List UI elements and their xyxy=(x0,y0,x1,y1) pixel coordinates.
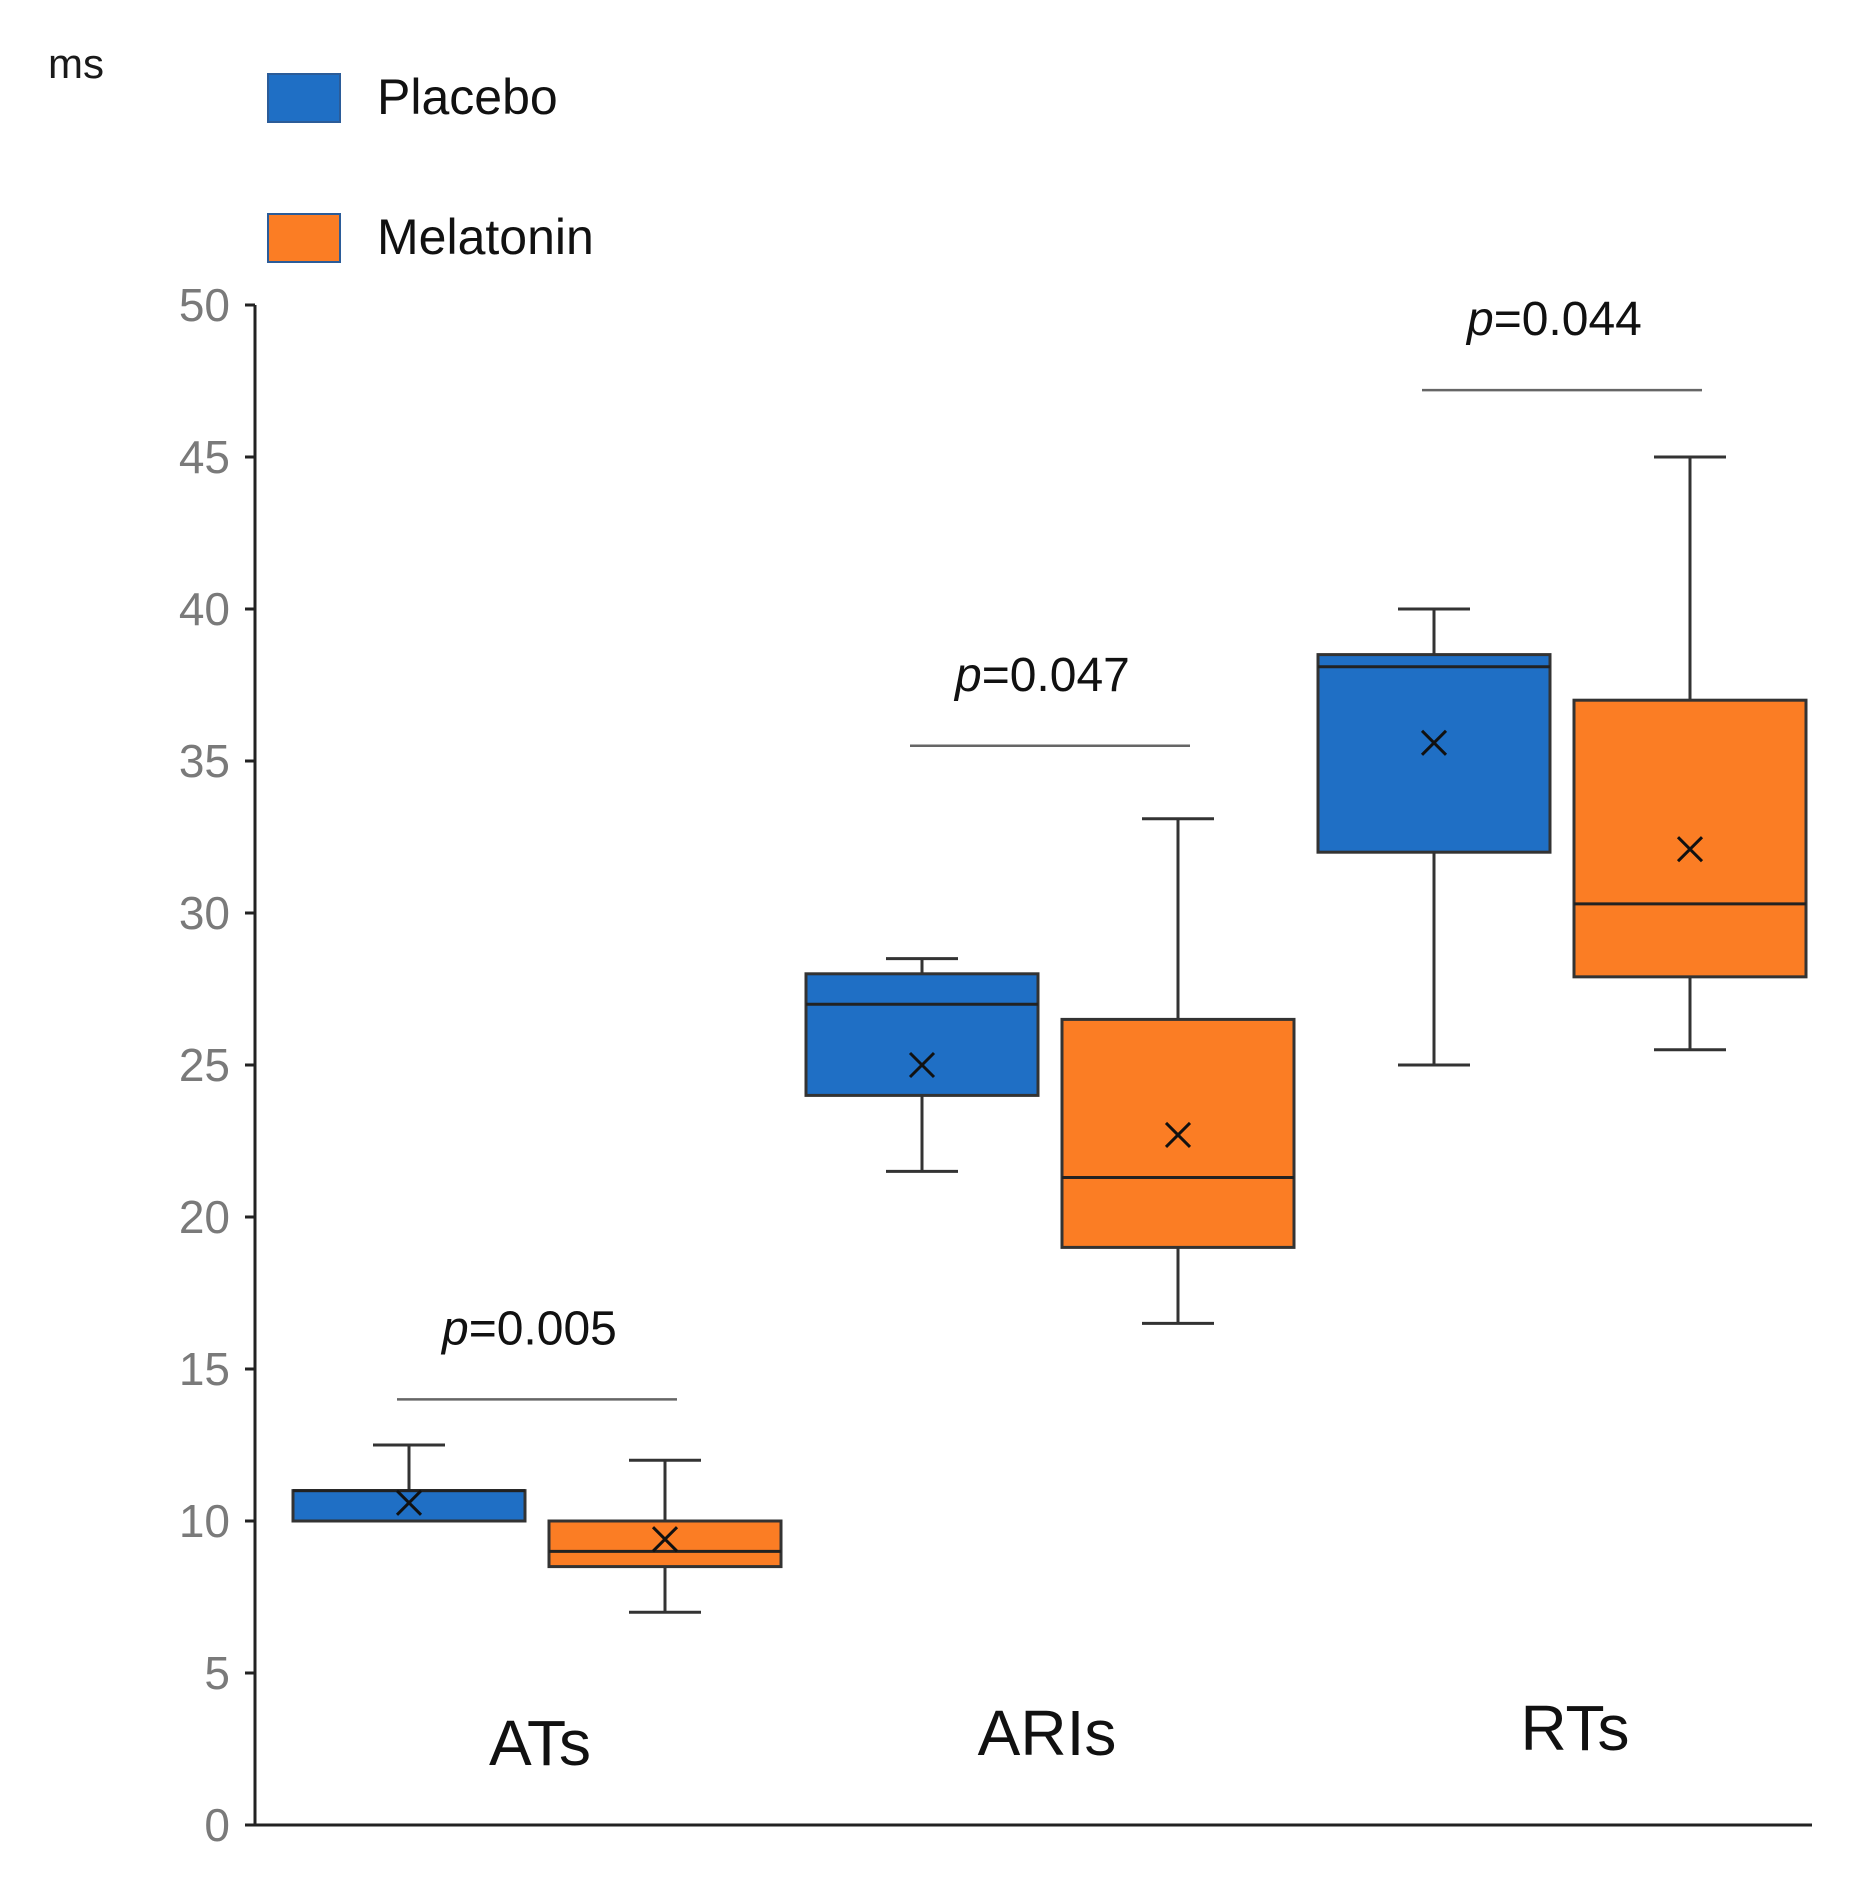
y-tick-label: 30 xyxy=(179,887,230,939)
box-melatonin-rts xyxy=(1572,698,1808,979)
mean-marker-stroke xyxy=(1420,729,1448,756)
legend: Placebo Melatonin xyxy=(267,69,594,265)
mean-marker-placebo-aris xyxy=(908,1051,936,1079)
legend-swatch-placebo xyxy=(267,73,341,123)
p-symbol: p xyxy=(1465,293,1494,346)
y-tick-label: 50 xyxy=(179,279,230,331)
y-tick-label: 25 xyxy=(179,1039,230,1091)
y-axis-unit-label: ms xyxy=(48,40,104,87)
box-group-rts xyxy=(1316,455,1808,1067)
p-symbol: p xyxy=(440,1302,469,1355)
box-placebo-rts xyxy=(1316,653,1552,854)
p-value-label: p=0.005 xyxy=(440,1302,617,1355)
significance-aris: p=0.047 xyxy=(910,649,1190,748)
legend-label-melatonin: Melatonin xyxy=(377,209,594,265)
mean-marker-placebo-rts xyxy=(1420,729,1448,756)
box-placebo-ats xyxy=(291,1489,527,1523)
y-tick-label: 35 xyxy=(179,735,230,787)
y-tick-label: 15 xyxy=(179,1343,230,1395)
mean-marker-stroke xyxy=(908,1051,936,1079)
y-tick-label: 5 xyxy=(204,1647,230,1699)
mean-marker-placebo-ats xyxy=(395,1489,423,1516)
mean-marker-stroke xyxy=(1164,1121,1192,1148)
category-label-ats: ATs xyxy=(489,1707,591,1779)
mean-marker-stroke xyxy=(651,1526,679,1553)
mean-marker-stroke xyxy=(1676,836,1704,863)
y-tick-label: 10 xyxy=(179,1495,230,1547)
significance-ats: p=0.005 xyxy=(397,1302,677,1401)
y-tick-label: 0 xyxy=(204,1799,230,1851)
p-value: =0.044 xyxy=(1494,293,1642,346)
category-labels: ATs ARIs RTs xyxy=(489,1692,1630,1779)
y-tick-label: 40 xyxy=(179,583,230,635)
legend-label-placebo: Placebo xyxy=(377,69,558,125)
box-placebo-aris xyxy=(804,972,1040,1097)
box-group-ats xyxy=(291,1443,783,1614)
p-value-label: p=0.044 xyxy=(1465,293,1642,346)
mean-marker-melatonin-aris xyxy=(1164,1121,1192,1148)
mean-marker-stroke xyxy=(395,1489,423,1516)
p-value: =0.005 xyxy=(469,1302,617,1355)
y-tick-label: 45 xyxy=(179,431,230,483)
y-axis-ticks: 0 5 10 15 20 25 30 35 40 45 50 xyxy=(179,279,255,1851)
mean-marker-melatonin-ats xyxy=(651,1526,679,1553)
p-value: =0.047 xyxy=(982,649,1130,702)
category-label-rts: RTs xyxy=(1520,1692,1629,1764)
significance-rts: p=0.044 xyxy=(1422,293,1702,392)
box-groups xyxy=(291,455,1808,1614)
p-symbol: p xyxy=(953,649,982,702)
box-melatonin-ats xyxy=(547,1519,783,1569)
category-label-aris: ARIs xyxy=(978,1697,1117,1769)
legend-swatch-melatonin xyxy=(267,213,341,263)
y-tick-label: 20 xyxy=(179,1191,230,1243)
box-group-aris xyxy=(804,817,1296,1325)
p-value-label: p=0.047 xyxy=(953,649,1130,702)
mean-marker-melatonin-rts xyxy=(1676,836,1704,863)
